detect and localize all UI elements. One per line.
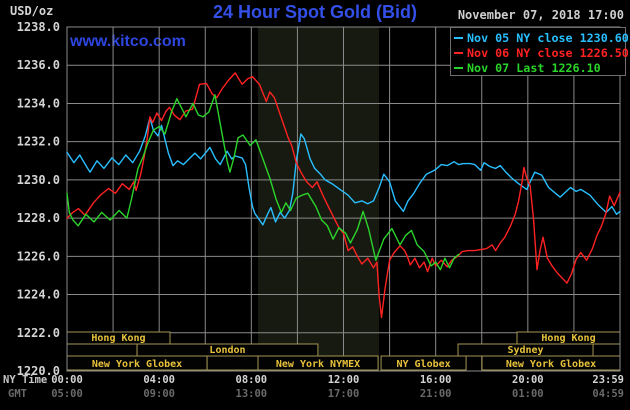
session-bar-label: Sydney	[507, 345, 543, 356]
y-axis-tick-label: 1220.0	[17, 364, 60, 378]
legend-item: Nov 06 NY close 1226.50	[454, 45, 629, 60]
legend-item: Nov 07 Last 1226.10	[454, 60, 625, 75]
gmt-time-tick-label: 21:00	[420, 388, 452, 400]
y-axis-tick-label: 1238.0	[17, 20, 60, 34]
gmt-time-tick-label: 09:00	[143, 388, 175, 400]
nymex-session-band	[258, 27, 379, 371]
y-axis-tick-label: 1228.0	[17, 211, 60, 225]
series-line	[66, 72, 621, 319]
chart-datetime: November 07, 2018 17:00	[457, 8, 624, 22]
ny-time-axis-label: NY Time	[3, 374, 47, 386]
kitco-watermark-link[interactable]: www.kitco.com	[70, 33, 186, 50]
legend-item-label: Nov 06 NY close 1226.50	[467, 45, 629, 60]
gmt-time-tick-label: 17:00	[328, 388, 360, 400]
gmt-axis-label: GMT	[8, 388, 27, 400]
page-title: 24 Hour Spot Gold (Bid)	[213, 2, 417, 22]
legend: Nov 05 NY close 1230.60 Nov 06 NY close 1…	[450, 27, 629, 76]
session-bar-label: New York NYMEX	[276, 359, 360, 370]
gmt-time-tick-label: 04:59	[592, 388, 624, 400]
legend-item-label: Nov 05 NY close 1230.60	[467, 30, 629, 45]
legend-dash-icon	[454, 51, 463, 54]
session-bar-label: Hong Kong	[91, 333, 145, 344]
session-bar-label: Hong Kong	[541, 333, 595, 344]
y-axis-tick-label: 1234.0	[17, 96, 60, 110]
ny-time-tick-label: 23:59	[592, 374, 624, 386]
series-line	[66, 94, 460, 271]
legend-dash-icon	[454, 66, 463, 69]
ny-time-tick-label: 20:00	[512, 374, 544, 386]
session-bar	[206, 355, 259, 371]
ny-time-tick-label: 00:00	[51, 374, 83, 386]
ny-time-tick-label: 16:00	[420, 374, 452, 386]
session-bar-label: New York Globex	[92, 359, 182, 370]
y-axis-tick-label: 1230.0	[17, 173, 60, 187]
session-bar-label: London	[209, 345, 245, 356]
y-axis-tick-label: 1224.0	[17, 288, 60, 302]
y-axis-tick-label: 1236.0	[17, 58, 60, 72]
y-axis-tick-label: 1226.0	[17, 249, 60, 263]
legend-item-label: Nov 07 Last 1226.10	[467, 60, 601, 75]
session-bar	[380, 355, 467, 371]
gmt-time-tick-label: 01:00	[512, 388, 544, 400]
legend-dash-icon	[454, 36, 463, 39]
ny-time-tick-label: 12:00	[328, 374, 360, 386]
session-bar	[66, 343, 138, 357]
session-bar	[257, 355, 379, 371]
ny-time-tick-label: 08:00	[236, 374, 268, 386]
y-axis-tick-label: 1222.0	[17, 326, 60, 340]
session-bar-label: NY Globex	[396, 359, 450, 370]
ny-time-tick-label: 04:00	[143, 374, 175, 386]
legend-item: Nov 05 NY close 1230.60	[454, 30, 629, 45]
y-axis-unit-label: USD/oz	[10, 4, 54, 18]
session-bar-label: New York Globex	[506, 359, 596, 370]
gmt-time-tick-label: 05:00	[51, 388, 83, 400]
y-axis-tick-label: 1232.0	[17, 135, 60, 149]
gmt-time-tick-label: 13:00	[236, 388, 268, 400]
